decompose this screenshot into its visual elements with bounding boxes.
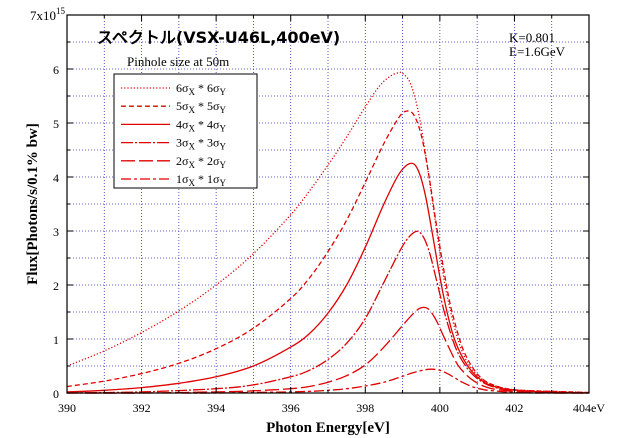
series-line-1sigma xyxy=(67,368,589,394)
axis-ticks xyxy=(66,14,590,394)
x-tick-label: 398 xyxy=(356,401,374,415)
series-line-5sigma xyxy=(66,110,590,394)
x-tick-label: 402 xyxy=(505,401,523,415)
x-tick-label: 400 xyxy=(431,401,449,415)
legend-label-1sigma: 1σX * 1σY xyxy=(176,172,226,188)
y-axis-label: Flux[Photons/s/0.1% bw] xyxy=(25,123,41,285)
y-tick-label: 0 xyxy=(53,387,59,401)
y-tick-labels: 0 1 2 3 4 5 6 xyxy=(53,63,59,401)
y-multiplier-exponent: 15 xyxy=(56,6,66,16)
chart-subtitle: Pinhole size at 50m xyxy=(127,54,229,69)
legend-label-6sigma: 6σX * 6σY xyxy=(176,81,226,97)
annotation-e: E=1.6GeV xyxy=(509,44,566,59)
annotation-k: K=0.801 xyxy=(509,30,555,45)
legend-label-2sigma: 2σX * 2σY xyxy=(176,154,226,170)
x-tick-label: 394 xyxy=(207,401,225,415)
legend-label-5sigma: 5σX * 5σY xyxy=(176,99,226,115)
legend-box xyxy=(113,73,258,189)
legend-label-4sigma: 4σX * 4σY xyxy=(176,117,226,133)
x-tick-label: 396 xyxy=(282,401,300,415)
x-tick-label: 404eV xyxy=(573,401,605,415)
legend: 6σX * 6σY 5σX * 5σY 4σX * 4σY 3σX * 3σY 2σX … xyxy=(113,73,258,189)
y-tick-label: 3 xyxy=(53,225,59,239)
y-tick-label: 1 xyxy=(53,333,59,347)
x-tick-label: 392 xyxy=(133,401,151,415)
x-tick-label: 390 xyxy=(58,401,76,415)
y-tick-label: 5 xyxy=(53,117,59,131)
x-axis-label: Photon Energy[eV] xyxy=(266,420,390,436)
chart-title: スペクトル(VSX-U46L,400eV) xyxy=(97,28,340,47)
y-tick-label: 6 xyxy=(53,63,59,77)
x-tick-labels: 390 392 394 396 398 400 402 404eV xyxy=(58,401,605,415)
y-multiplier-label: 7x1015 xyxy=(30,6,66,23)
series-line-6sigma xyxy=(66,71,590,394)
legend-label-3sigma: 3σX * 3σY xyxy=(176,136,226,152)
y-tick-label: 4 xyxy=(53,171,59,185)
y-tick-label: 2 xyxy=(53,279,59,293)
series-line-3sigma xyxy=(66,230,590,394)
y-multiplier-base: 7x10 xyxy=(30,8,56,23)
